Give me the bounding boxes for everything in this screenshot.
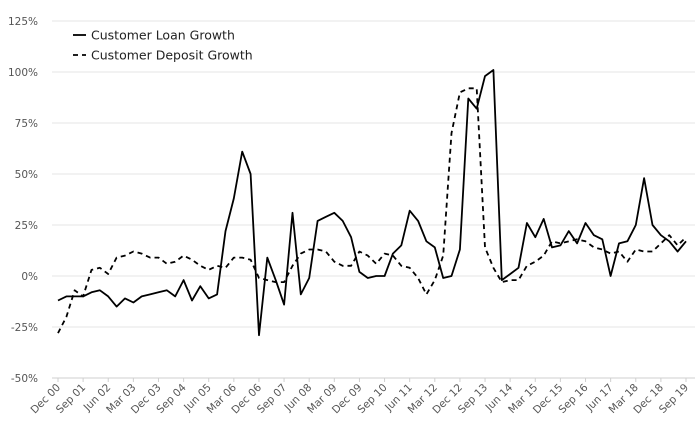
legend-label-deposit: Customer Deposit Growth	[91, 48, 253, 63]
y-tick-label: 100%	[8, 67, 38, 79]
y-tick-label: 25%	[15, 220, 38, 232]
series-line-customer-loan-growth	[57, 69, 687, 337]
y-axis: -50% -25% 0% 25% 50% 75% 100% 125%	[8, 16, 38, 385]
y-tick-label: 0%	[21, 271, 38, 283]
y-tick-label: 50%	[15, 169, 38, 181]
series-line-customer-deposit-growth	[57, 87, 687, 334]
y-tick-label: -50%	[11, 373, 38, 385]
y-tick-label: -25%	[11, 322, 38, 334]
legend-label-loan: Customer Loan Growth	[91, 28, 235, 43]
series-lines	[57, 69, 687, 337]
y-tick-label: 125%	[8, 16, 38, 28]
gridlines	[52, 20, 695, 379]
legend: Customer Loan Growth Customer Deposit Gr…	[73, 28, 253, 63]
y-tick-label: 75%	[15, 118, 38, 130]
